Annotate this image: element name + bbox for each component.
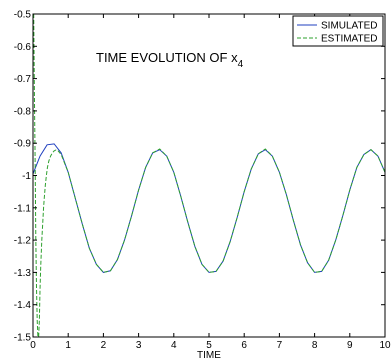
y-tick-label: -1 bbox=[22, 171, 31, 182]
y-tick-label: -1.1 bbox=[14, 203, 32, 214]
y-tick-label: -0.5 bbox=[14, 10, 32, 21]
y-tick-label: -0.8 bbox=[14, 106, 32, 117]
chart-title: TIME EVOLUTION OF x4 bbox=[96, 50, 244, 70]
x-tick-label: 4 bbox=[171, 340, 177, 351]
y-tick-label: -1.5 bbox=[14, 333, 32, 344]
x-tick-label: 7 bbox=[277, 340, 283, 351]
y-tick-label: -0.7 bbox=[14, 74, 32, 85]
x-tick-label: 9 bbox=[347, 340, 353, 351]
y-tick-label: -1.3 bbox=[14, 268, 32, 279]
x-tick-label: 0 bbox=[30, 340, 36, 351]
ticks-layer: 0 1 2 3 4 5 6 7 8 9 10 -0.5 -0.6 -0.7 -0.8 -0.9 -1 -1.1 -1… bbox=[14, 10, 391, 352]
y-tick-label: -1.4 bbox=[14, 300, 32, 311]
legend: SIMULATED ESTIMATED bbox=[292, 15, 384, 47]
chart-title-subscript: 4 bbox=[238, 59, 244, 70]
x-axis-label: TIME bbox=[197, 350, 221, 361]
y-tick-label: -0.9 bbox=[14, 139, 32, 150]
y-tick-label: -0.6 bbox=[14, 42, 32, 53]
legend-box bbox=[292, 15, 384, 47]
series-layer bbox=[33, 14, 385, 337]
x-tick-label: 8 bbox=[312, 340, 318, 351]
x-tick-label: 1 bbox=[65, 340, 71, 351]
y-tick-label: -1.2 bbox=[14, 236, 32, 247]
legend-label-estimated: ESTIMATED bbox=[321, 34, 377, 45]
x-tick-label: 2 bbox=[101, 340, 107, 351]
legend-label-simulated: SIMULATED bbox=[321, 21, 378, 32]
series-line-estimated bbox=[33, 14, 385, 337]
x-tick-label: 6 bbox=[241, 340, 247, 351]
x-tick-label: 3 bbox=[136, 340, 142, 351]
x-tick-label: 5 bbox=[206, 340, 212, 351]
plot-area bbox=[33, 14, 385, 337]
chart-title-main: TIME EVOLUTION OF x bbox=[96, 50, 238, 65]
x-tick-label: 10 bbox=[379, 340, 391, 351]
